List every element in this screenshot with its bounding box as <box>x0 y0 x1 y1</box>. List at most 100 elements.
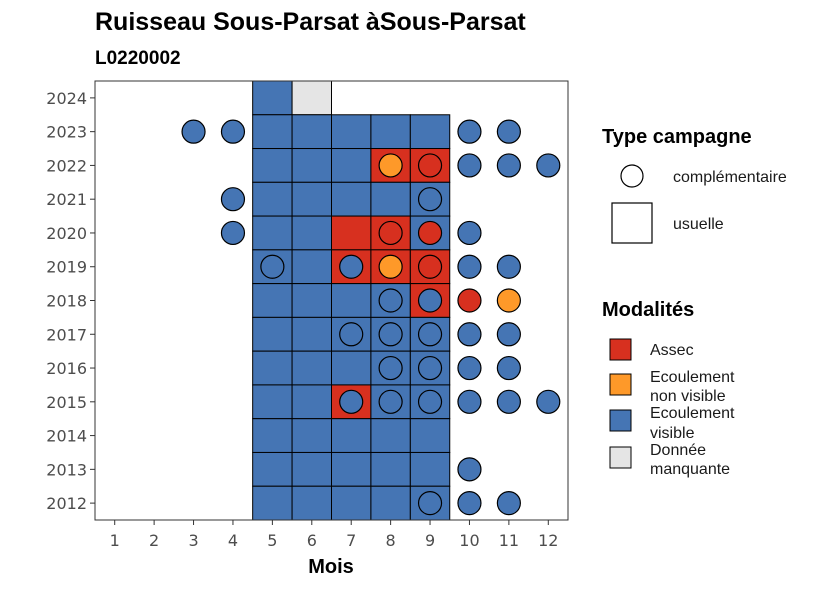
tile-2023-7-ecoulement-visible <box>331 114 372 150</box>
point-2021-9-ecoulement-visible <box>417 187 443 212</box>
x-tick-label: 8 <box>386 531 396 550</box>
legend-donnee-manquante-label: Donnée manquante <box>650 442 730 478</box>
point-2019-7-ecoulement-visible <box>339 254 364 279</box>
legend-ecoulement-visible-key <box>609 409 632 432</box>
y-tick-label: 2012 <box>46 494 87 513</box>
point-2021-4-ecoulement-visible <box>220 187 246 212</box>
tile-2019-6-ecoulement-visible <box>291 249 333 285</box>
point-2019-9-assec <box>417 254 443 279</box>
x-tick-label: 10 <box>459 531 479 550</box>
tile-2021-6-ecoulement-visible <box>291 181 333 217</box>
point-2019-10-ecoulement-visible <box>457 254 482 279</box>
x-tick-label: 2 <box>149 531 159 550</box>
y-tick-label: 2024 <box>46 89 87 108</box>
point-2022-11-ecoulement-visible <box>496 153 521 178</box>
tile-2022-5-ecoulement-visible <box>252 148 293 183</box>
tile-2023-5-ecoulement-visible <box>252 114 293 150</box>
legend-modalites-title: Modalités <box>602 299 694 321</box>
tile-2013-5-ecoulement-visible <box>252 451 293 487</box>
tile-2013-9-ecoulement-visible <box>409 451 451 487</box>
tile-2018-7-ecoulement-visible <box>331 283 372 318</box>
point-2012-9-ecoulement-visible <box>417 491 443 516</box>
tile-2012-7-ecoulement-visible <box>331 485 372 521</box>
point-2020-9-assec <box>417 220 443 246</box>
point-2020-4-ecoulement-visible <box>220 220 246 246</box>
y-tick-label: 2022 <box>46 156 87 175</box>
x-tick-label: 3 <box>188 531 198 550</box>
legend-usuelle-key <box>611 202 653 244</box>
point-2018-9-ecoulement-visible <box>417 288 443 313</box>
point-2013-10-ecoulement-visible <box>457 457 482 482</box>
tile-2017-6-ecoulement-visible <box>291 316 333 352</box>
tile-2016-7-ecoulement-visible <box>331 350 372 386</box>
tile-2012-5-ecoulement-visible <box>252 485 293 521</box>
x-tick-label: 4 <box>228 531 238 550</box>
point-2018-8-ecoulement-visible <box>378 288 403 313</box>
point-2020-10-ecoulement-visible <box>457 220 482 246</box>
point-2018-11-ecoulement-non-visible <box>496 288 521 313</box>
point-2023-10-ecoulement-visible <box>457 119 482 144</box>
point-2017-10-ecoulement-visible <box>457 322 482 347</box>
point-2015-7-ecoulement-visible <box>339 389 364 414</box>
legend: Type campagne complémentaire usuelle Mod… <box>602 126 787 478</box>
point-2015-9-ecoulement-visible <box>417 389 443 414</box>
legend-ecoulement-non-visible-label: Ecoulement non visible <box>650 369 739 405</box>
tile-2022-6-ecoulement-visible <box>291 148 333 183</box>
complementaire-points <box>181 119 561 516</box>
point-2012-10-ecoulement-visible <box>457 491 482 516</box>
legend-complementaire-key <box>620 164 644 188</box>
legend-type-title: Type campagne <box>602 126 752 148</box>
tile-2021-8-ecoulement-visible <box>370 181 411 217</box>
tile-2021-7-ecoulement-visible <box>331 181 372 217</box>
legend-ecoulement-non-visible-key <box>609 373 632 396</box>
legend-complementaire-label: complémentaire <box>673 169 787 186</box>
tile-2024-6-donnee-manquante <box>291 80 333 116</box>
point-2023-4-ecoulement-visible <box>220 119 246 144</box>
y-tick-label: 2021 <box>46 190 87 209</box>
point-2023-11-ecoulement-visible <box>496 119 521 144</box>
tile-2016-5-ecoulement-visible <box>252 350 293 386</box>
legend-usuelle-label: usuelle <box>673 216 724 233</box>
y-tick-label: 2017 <box>46 325 87 344</box>
tile-2016-6-ecoulement-visible <box>291 350 333 386</box>
point-2020-8-assec <box>378 220 403 246</box>
tile-2013-7-ecoulement-visible <box>331 451 372 487</box>
legend-donnee-manquante-key <box>609 446 632 469</box>
x-tick-label: 12 <box>538 531 558 550</box>
legend-ecoulement-visible-label: Ecoulement visible <box>650 405 739 442</box>
point-2019-5-ecoulement-visible <box>260 254 285 279</box>
chart-subtitle: L0220002 <box>95 48 181 69</box>
y-tick-label: 2020 <box>46 224 87 243</box>
point-2022-8-ecoulement-non-visible <box>378 153 403 178</box>
point-2015-8-ecoulement-visible <box>378 389 403 414</box>
tile-2015-5-ecoulement-visible <box>252 384 293 420</box>
y-tick-label: 2016 <box>46 359 87 378</box>
legend-assec-key <box>609 338 632 361</box>
y-tick-label: 2018 <box>46 292 87 311</box>
x-tick-label: 6 <box>307 531 317 550</box>
tile-2023-8-ecoulement-visible <box>370 114 411 150</box>
point-2017-11-ecoulement-visible <box>496 322 521 347</box>
tile-2014-9-ecoulement-visible <box>409 418 451 453</box>
point-2016-10-ecoulement-visible <box>457 355 482 381</box>
chart-title: Ruisseau Sous-Parsat àSous-Parsat <box>95 8 526 36</box>
tile-2014-5-ecoulement-visible <box>252 418 293 453</box>
point-2017-8-ecoulement-visible <box>378 322 403 347</box>
legend-assec-label: Assec <box>650 342 694 359</box>
y-tick-label: 2015 <box>46 393 87 412</box>
point-2016-8-ecoulement-visible <box>378 355 403 381</box>
plot-area <box>94 80 569 521</box>
y-tick-label: 2014 <box>46 427 87 446</box>
tile-2024-5-ecoulement-visible <box>252 80 293 116</box>
tile-2022-7-ecoulement-visible <box>331 148 372 183</box>
tile-2013-6-ecoulement-visible <box>291 451 333 487</box>
point-2017-7-ecoulement-visible <box>339 322 364 347</box>
x-tick-label: 7 <box>346 531 356 550</box>
y-tick-label: 2013 <box>46 460 87 479</box>
point-2022-9-assec <box>417 153 443 178</box>
x-tick-label: 11 <box>499 531 519 550</box>
tile-2020-7-assec <box>331 215 372 251</box>
point-2012-11-ecoulement-visible <box>496 491 521 516</box>
tile-2015-6-ecoulement-visible <box>291 384 333 420</box>
